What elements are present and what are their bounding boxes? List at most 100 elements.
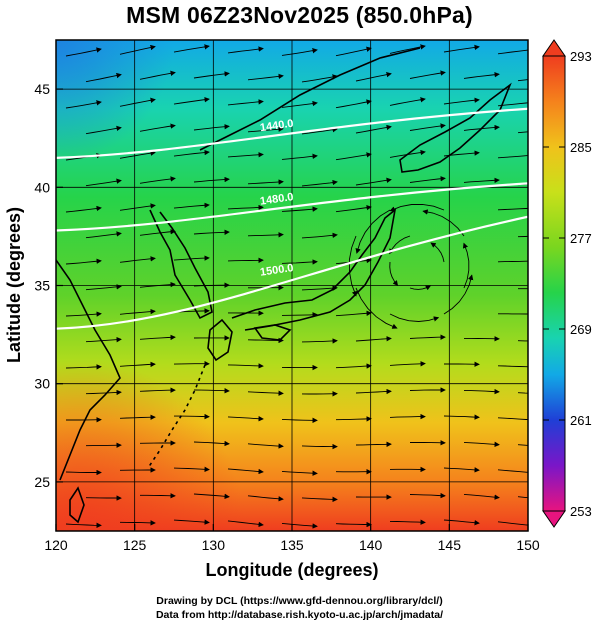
y-axis: 25 30 35 40 45 [34,81,63,490]
streamline [119,256,156,263]
streamline [139,334,176,341]
streamline [193,176,230,183]
streamline [119,203,156,211]
streamline [463,441,500,448]
streamline [281,312,318,318]
x-tick-label: 130 [202,537,226,553]
streamline [247,337,284,344]
streamline [409,176,446,183]
streamline [193,71,230,79]
taiwan-coastline [69,486,85,524]
streamline [497,521,528,526]
streamline [335,152,372,161]
streamline [497,102,528,107]
china-coastline [56,259,121,481]
streamline [281,417,318,424]
streamline [389,44,426,54]
streamline [65,364,102,370]
streamline [518,288,528,290]
streamline [173,255,210,261]
streamline [173,44,210,53]
streamline [355,124,392,134]
streamline [443,150,480,157]
streamline [85,72,122,83]
streamline [173,149,210,157]
x-tick-label: 150 [516,537,540,553]
streamline [463,124,500,131]
streamline [348,235,357,297]
geopotential-contours: 1440.0 1480.0 1500.0 [56,107,528,330]
streamline [517,392,528,394]
streamline [463,388,500,395]
streamline [85,231,122,239]
streamline [227,363,264,369]
kyushu-coastline [207,318,233,362]
streamline [174,413,210,420]
contour-line [56,182,528,232]
streamline [389,203,445,212]
streamline [335,99,372,109]
streamline [389,261,399,287]
streamline [409,387,446,393]
streamline [355,72,392,82]
streamline [247,179,284,185]
streamline [301,179,338,187]
streamline [443,97,480,105]
streamline [139,123,176,132]
coastlines [56,47,512,524]
streamline [119,44,156,55]
x-tick-label: 120 [44,537,68,553]
streamline [389,235,411,255]
y-axis-label: Latitude (degrees) [4,207,24,363]
honshu-coastline [231,208,397,331]
streamline [335,204,372,213]
streamline [355,388,392,395]
streamline [65,100,102,109]
streamline [430,242,445,263]
streamline [193,440,230,447]
y-tick-label: 25 [34,474,50,490]
streamline [463,493,500,500]
streamline [301,496,338,503]
streamline [193,282,230,288]
streamline [227,520,264,528]
streamline [355,287,398,329]
streamline [443,274,474,315]
streamline [139,70,176,80]
colorbar-tick-label: 285 [570,140,592,155]
streamline [65,522,102,529]
streamline [389,97,426,106]
streamline [139,387,176,393]
contour-line [56,215,528,330]
streamline [335,310,372,317]
streamline [389,149,426,158]
streamline [119,308,156,315]
streamline [517,235,528,238]
streamline [335,363,372,369]
x-axis-label: Longitude (degrees) [205,560,378,580]
streamline [517,444,528,446]
streamline [409,492,446,499]
streamline [65,311,102,317]
streamline [85,336,122,343]
shikoku-coastline [253,324,292,341]
streamline [497,469,528,473]
streamline [355,177,392,186]
colorbar-tick-label: 253 [570,504,592,519]
streamline [497,365,528,368]
x-axis: 120 125 130 135 140 145 150 [44,524,540,553]
streamline [301,232,338,239]
y-tick-label: 40 [34,179,50,195]
colorbar-ticks: 293 285 277 269 261 253 [543,49,592,519]
colorbar-tick-label: 269 [570,322,592,337]
contour-line [56,107,528,159]
streamline [193,388,230,394]
streamline [301,127,338,135]
streamline [389,313,440,322]
streamline [389,519,426,525]
colorbar-bottom-cap [542,510,566,528]
streamline [355,209,391,254]
russia-coastline [199,47,421,151]
streamline [193,229,230,235]
colorbar-tick-label: 293 [570,49,592,64]
